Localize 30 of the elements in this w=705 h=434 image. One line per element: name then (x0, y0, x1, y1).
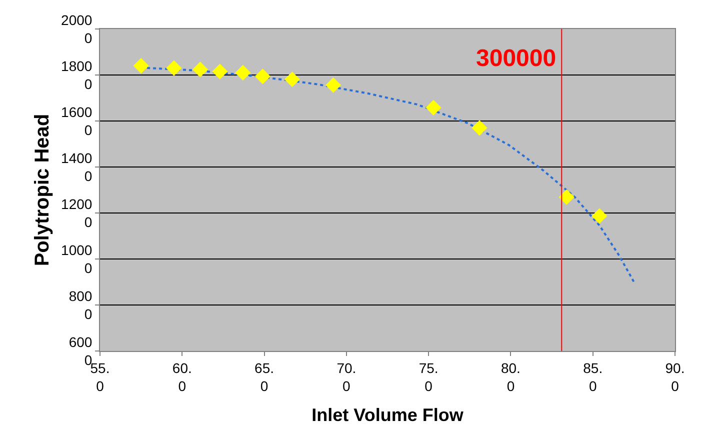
point (592, 208, 608, 224)
x-axis-title: Inlet Volume Flow (312, 405, 464, 426)
x-tick-label: 65.0 (254, 360, 274, 394)
y-tick-label: 1200 0 (61, 196, 92, 230)
y-tick-label: 600 0 (68, 334, 92, 368)
y-tick-label: 1000 0 (61, 242, 92, 276)
point (325, 77, 342, 93)
point (166, 60, 182, 76)
point (284, 72, 300, 88)
point (235, 64, 251, 80)
point (212, 64, 228, 80)
x-tick-label: 75.0 (418, 360, 438, 394)
point (133, 58, 149, 74)
x-tick-label: 90.0 (665, 360, 685, 394)
point (426, 100, 442, 116)
x-tick-label: 70.0 (336, 360, 356, 394)
y-tick-label: 1800 0 (61, 58, 92, 92)
y-tick-label: 1400 0 (61, 150, 92, 184)
point (254, 68, 270, 84)
y-axis-title: Polytropic Head (32, 114, 54, 266)
y-tick-label: 1600 0 (61, 104, 92, 138)
y-tick-label: 800 0 (68, 288, 92, 322)
y-tick-label: 2000 0 (61, 12, 92, 46)
x-tick-label: 85.0 (583, 360, 603, 394)
point (472, 120, 488, 136)
annotation: 300000 (476, 45, 556, 72)
x-tick-label: 60.0 (172, 360, 192, 394)
point (192, 62, 208, 78)
x-tick-label: 80.0 (500, 360, 520, 394)
point (558, 189, 574, 205)
